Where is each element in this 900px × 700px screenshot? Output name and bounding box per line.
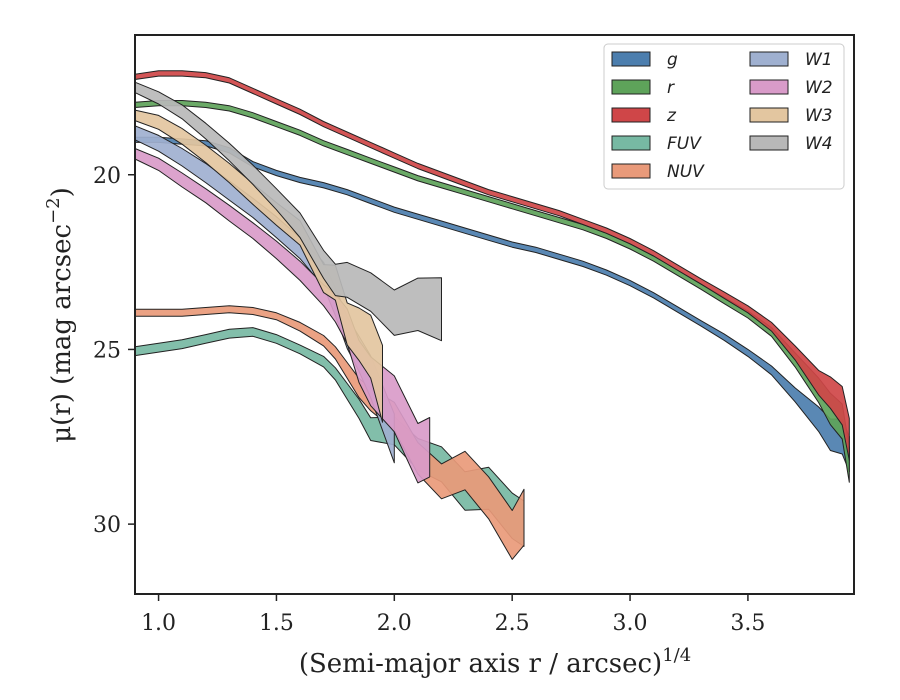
- legend-swatch-g: [611, 51, 651, 67]
- plot-frame: [134, 34, 855, 595]
- y-axis-label: μ(r) (mag arcsec−2): [43, 187, 77, 443]
- legend: grz FUV NUV W1 W2 W3 W4: [603, 43, 845, 190]
- x-tick-label: 3.5: [730, 611, 765, 636]
- legend-label-w1: W1: [805, 50, 833, 70]
- legend-label-w2: W2: [805, 78, 833, 98]
- legend-label-z: z: [666, 106, 677, 126]
- y-tick-label: 25: [93, 338, 121, 363]
- legend-label-r: r: [667, 78, 675, 98]
- x-tick-label: 2.5: [495, 611, 530, 636]
- profile-bands: [134, 70, 850, 560]
- band-w2: [134, 148, 431, 484]
- y-axis-ticks: 20 25 30: [93, 164, 135, 538]
- band-nuv: [134, 305, 525, 560]
- legend-label-w4: W4: [805, 134, 833, 154]
- x-tick-label: 3.0: [613, 611, 648, 636]
- x-tick-label: 1.0: [141, 611, 176, 636]
- y-tick-label: 30: [93, 513, 121, 538]
- x-tick-label: 2.0: [377, 611, 412, 636]
- x-axis-label: (Semi-major axis r / arcsec)1/4: [299, 645, 691, 679]
- legend-swatch-w3: [749, 107, 789, 123]
- x-axis-ticks: 1.0 1.5 2.0 2.5 3.0 3.5: [141, 594, 765, 636]
- x-tick-label: 1.5: [259, 611, 294, 636]
- legend-swatch-nuv: [611, 163, 651, 179]
- legend-swatch-w4: [749, 135, 789, 151]
- legend-label-g: g: [667, 50, 678, 70]
- legend-swatch-fuv: [611, 135, 651, 151]
- band-z: [134, 70, 850, 461]
- band-r: [134, 100, 850, 483]
- legend-swatch-w1: [749, 51, 789, 67]
- band-w4: [134, 81, 442, 342]
- legend-swatch-z: [611, 107, 651, 123]
- band-fuv: [134, 327, 525, 547]
- legend-swatch-w2: [749, 79, 789, 95]
- y-tick-label: 20: [93, 164, 121, 189]
- legend-label-nuv: NUV: [667, 162, 705, 182]
- legend-label-fuv: FUV: [667, 134, 702, 154]
- legend-swatch-r: [611, 79, 651, 95]
- legend-label-w3: W3: [805, 106, 833, 126]
